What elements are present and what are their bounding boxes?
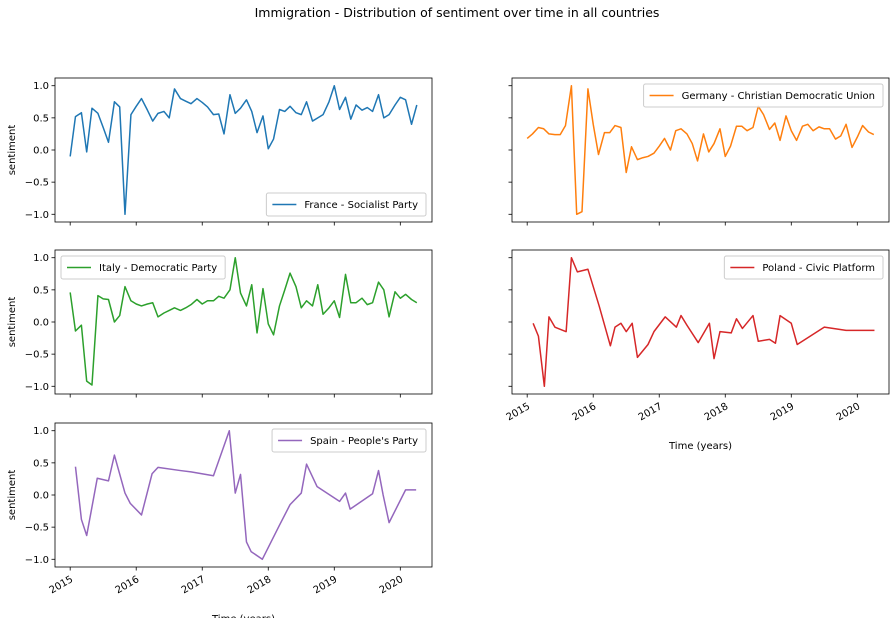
y-axis-label: sentiment (7, 297, 18, 348)
axes-frame (54, 77, 433, 223)
y-tick-label: 0.5 (33, 458, 49, 469)
legend: France - Socialist Party (265, 192, 427, 217)
y-tick-label: 0.5 (33, 113, 49, 124)
y-axis-label: sentiment (7, 470, 18, 521)
legend: Italy - Democratic Party (60, 255, 226, 280)
axes-frame (511, 77, 890, 223)
legend-label: France - Socialist Party (304, 200, 418, 211)
y-tick-label: 0.0 (33, 318, 49, 329)
series-line (74, 429, 417, 561)
y-tick-label: 1.0 (33, 426, 49, 437)
axes-frame (54, 422, 433, 568)
y-tick-label: −1.0 (25, 382, 49, 393)
legend-label: Germany - Christian Democratic Union (682, 91, 875, 102)
series-line (532, 256, 875, 388)
legend-box (265, 192, 427, 217)
y-tick-label: 0.0 (33, 491, 49, 502)
legend: Spain - People's Party (271, 428, 427, 453)
series-line (69, 256, 418, 386)
legend-box (643, 83, 884, 108)
legend: Germany - Christian Democratic Union (643, 83, 884, 108)
y-tick-label: −0.5 (25, 178, 49, 189)
x-axis-label: Time (years) (211, 614, 275, 618)
y-tick-label: 0.5 (33, 285, 49, 296)
series-line (69, 84, 418, 216)
legend-box (60, 255, 226, 280)
legend-label: Poland - Civic Platform (762, 263, 875, 274)
legend-box (271, 428, 427, 453)
y-tick-label: −1.0 (25, 555, 49, 566)
y-tick-label: −1.0 (25, 210, 49, 221)
series-line (526, 84, 875, 216)
x-axis-label: Time (years) (668, 441, 732, 452)
y-tick-label: 1.0 (33, 253, 49, 264)
y-tick-label: −0.5 (25, 350, 49, 361)
y-axis-label: sentiment (7, 125, 18, 176)
figure-title: Immigration - Distribution of sentiment … (255, 5, 660, 20)
legend-label: Spain - People's Party (310, 436, 418, 447)
legend-box (723, 255, 884, 280)
legend: Poland - Civic Platform (723, 255, 884, 280)
y-tick-label: 1.0 (33, 81, 49, 92)
legend-label: Italy - Democratic Party (99, 263, 217, 274)
y-tick-label: 0.0 (33, 146, 49, 157)
axes-frame (511, 249, 890, 395)
axes-frame (54, 249, 433, 395)
y-tick-label: −0.5 (25, 523, 49, 534)
